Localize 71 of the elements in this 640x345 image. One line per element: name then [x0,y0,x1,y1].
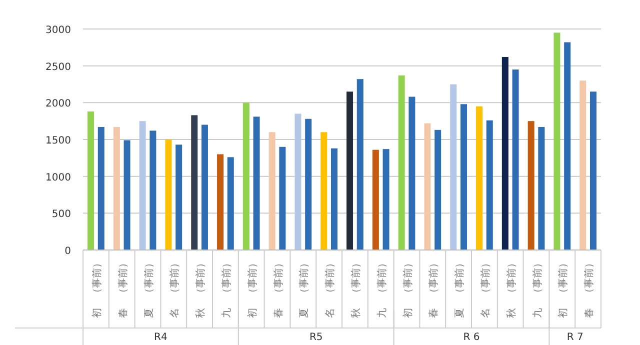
bar [242,102,250,250]
x-tick-label: 夏 （事前） [142,258,155,318]
x-tick-label: 名 （事前） [479,258,492,318]
x-tick-label: 九 （事前） [220,258,232,318]
y-tick-label: 2000 [46,98,71,110]
bar [372,150,379,250]
bar [113,126,120,250]
bar [356,79,364,250]
bar [434,130,442,250]
text: R 6 [463,332,480,343]
bar [139,121,146,250]
bar [564,42,571,250]
bar [580,80,586,250]
bar [330,148,338,250]
x-tick-label: 春 （事前） [583,258,596,318]
y-tick-label: 0 [64,246,71,257]
bar [268,132,276,250]
bar [217,154,224,250]
x-tick-label: 春 （事前） [428,258,440,318]
y-tick-label: 3000 [46,25,71,36]
x-tick-label: 秋 （事前） [194,258,207,318]
bar [450,84,457,250]
x-tick-label: 九 （事前） [531,258,544,318]
bar [476,106,483,250]
x-tick-label: 秋 （事前） [505,258,518,318]
bar [279,146,286,250]
bar [320,132,328,250]
x-tick-label: 九 （事前） [376,258,388,318]
bar [486,120,493,250]
bar [538,126,545,250]
x-tick-label: 初 （事前） [90,258,103,318]
bar [253,116,260,250]
bar [512,70,519,250]
bar [346,92,354,250]
y-tick-label: 1500 [46,136,71,146]
bar [88,112,94,250]
bar [502,56,508,250]
x-tick-label: 初 （事前） [557,258,570,318]
bar [191,115,198,250]
x-tick-label: 春 （事前） [272,258,284,318]
y-tick-label: 500 [52,209,71,220]
bar [227,157,234,250]
bar [294,114,302,250]
x-tick-label: 秋 （事前） [350,258,362,318]
y-tick-label: 2500 [46,62,71,73]
y-tick-label: 1000 [46,172,71,184]
x-tick-label: 夏 （事前） [298,258,310,318]
bar [424,123,431,250]
bar [590,92,596,250]
bar [176,144,182,250]
x-tick-label: 初 （事前） [402,258,414,318]
bar [382,149,390,250]
x-tick-label: 夏 （事前） [454,258,466,318]
bar [150,130,156,250]
bar [460,104,467,250]
bar [528,121,534,250]
x-tick-label: 名 （事前） [324,258,336,318]
bar [554,32,560,250]
x-tick-label: 初 （事前） [246,258,258,318]
text: R4 [154,332,168,343]
text: R5 [309,332,323,343]
bar [124,140,130,250]
bar [398,75,405,250]
bar [408,96,416,250]
bar [98,126,104,250]
text: R 7 [566,332,584,343]
bar [165,140,172,250]
bar [201,124,208,250]
x-tick-label: 春 （事前） [116,258,129,318]
bar [305,118,312,250]
x-tick-label: 名 （事前） [168,258,181,318]
